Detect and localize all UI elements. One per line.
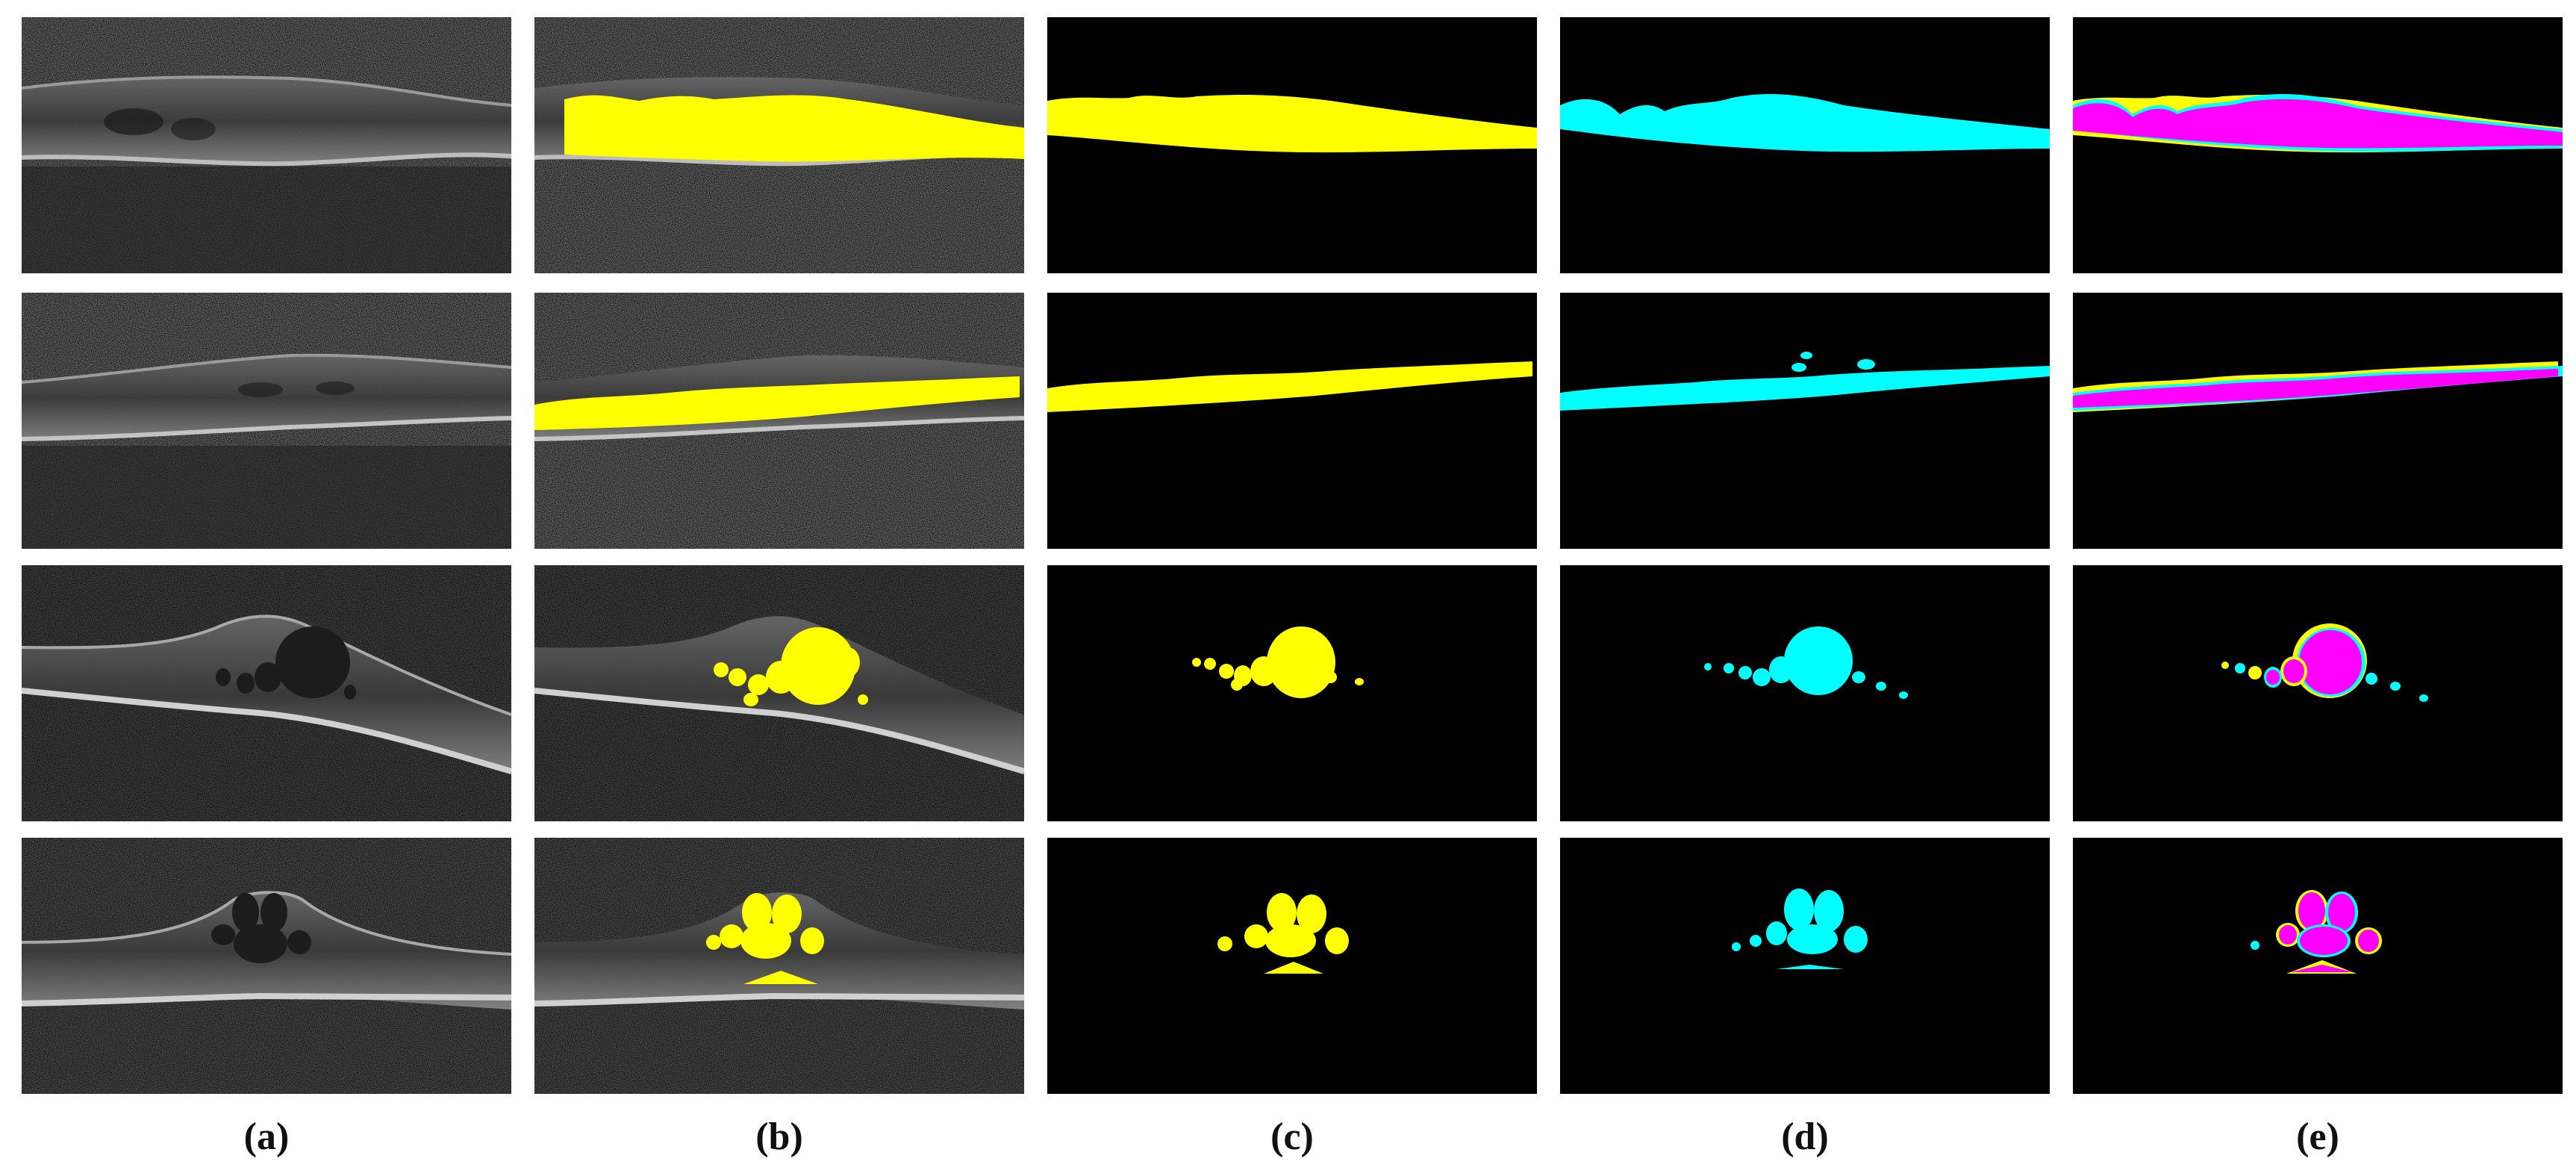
panel-r4-d-ground-truth [1560, 838, 2050, 1094]
panel-r2-d-ground-truth [1560, 293, 2050, 549]
panel-r1-d-ground-truth [1560, 17, 2050, 273]
panel-r2-c-prediction [1047, 293, 1537, 549]
panel-r1-e-overlap [2073, 17, 2563, 273]
panel-r4-c-prediction [1047, 838, 1537, 1094]
column-label-d: (d) [1781, 1116, 1829, 1158]
column-label-e: (e) [2296, 1116, 2339, 1158]
panel-r3-c-prediction [1047, 565, 1537, 821]
panel-r2-e-overlap [2073, 293, 2563, 549]
panel-r3-d-ground-truth [1560, 565, 2050, 821]
panel-r1-c-prediction [1047, 17, 1537, 273]
panel-r3-b-overlay [534, 565, 1024, 821]
panel-r3-a-oct-scan [22, 565, 511, 821]
panel-r4-a-oct-scan [22, 838, 511, 1094]
panel-r1-b-overlay [534, 17, 1024, 273]
panel-r2-b-overlay [534, 293, 1024, 549]
panel-r3-e-overlap [2073, 565, 2563, 821]
column-label-b: (b) [755, 1116, 803, 1158]
column-label-a: (a) [243, 1116, 290, 1158]
column-label-c: (c) [1270, 1116, 1314, 1158]
panel-r1-a-oct-scan [22, 17, 511, 273]
panel-r4-e-overlap [2073, 838, 2563, 1094]
panel-r4-b-overlay [534, 838, 1024, 1094]
panel-r2-a-oct-scan [22, 293, 511, 549]
